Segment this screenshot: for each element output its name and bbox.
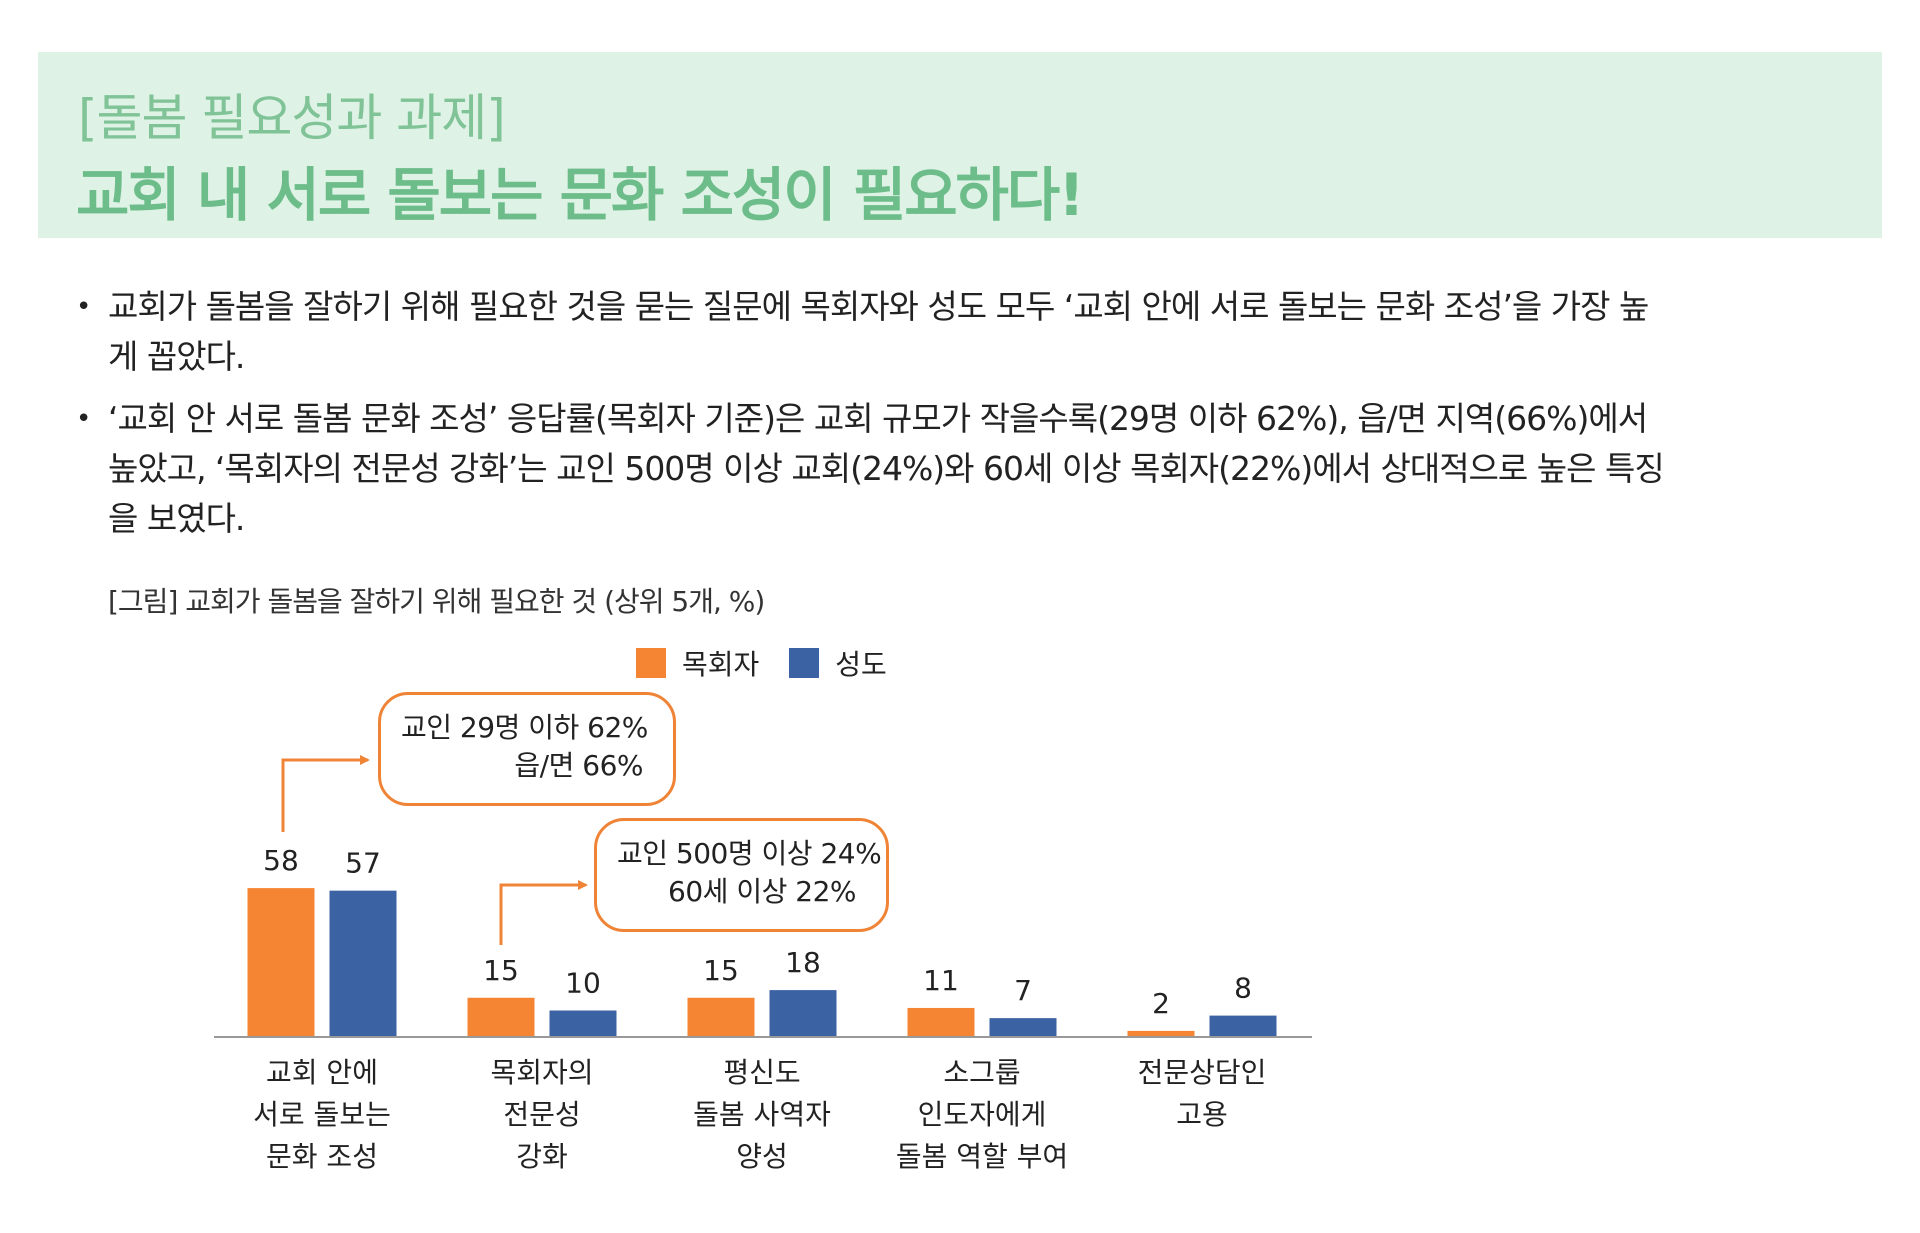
data-label-pastor: 2 (1152, 987, 1170, 1020)
data-label-pastor: 15 (483, 954, 519, 987)
legend-swatch-member (789, 648, 820, 678)
callout-small-church: 교인 29명 이하 62% 읍/면 66% (378, 692, 676, 806)
category-label: 교회 안에 (266, 1056, 378, 1089)
header-banner (38, 52, 1882, 238)
callout-line: 교인 29명 이하 62% (401, 711, 648, 744)
data-label-member: 10 (565, 967, 601, 1000)
legend-item-pastor: 목회자 (636, 643, 759, 683)
bullet-list: • 교회가 돌봄을 잘하기 위해 필요한 것을 묻는 질문에 목회자와 성도 모… (70, 282, 1670, 556)
category-label: 목회자의 (490, 1056, 593, 1089)
data-label-member: 8 (1234, 972, 1252, 1005)
bullet-item: • 교회가 돌봄을 잘하기 위해 필요한 것을 묻는 질문에 목회자와 성도 모… (70, 282, 1670, 382)
legend-swatch-pastor (636, 648, 666, 678)
callout-large-church: 교인 500명 이상 24% 60세 이상 22% (594, 818, 889, 932)
callout-line: 교인 500명 이상 24% (617, 837, 882, 870)
category-label: 양성 (736, 1140, 788, 1173)
legend-label-pastor: 목회자 (682, 648, 760, 681)
bar-pastor (907, 1007, 975, 1036)
category-label: 돌봄 사역자 (693, 1098, 831, 1131)
category-label: 평신도 (723, 1056, 800, 1089)
callout-line: 60세 이상 22% (668, 875, 856, 908)
bullet-dot-icon: • (76, 292, 91, 322)
callout-line: 읍/면 66% (514, 749, 643, 782)
bar-member (769, 990, 837, 1036)
chart-legend: 목회자 성도 (636, 645, 917, 681)
data-label-pastor: 58 (263, 844, 299, 877)
legend-label-member: 성도 (835, 648, 887, 681)
figure-caption: [그림] 교회가 돌봄을 잘하기 위해 필요한 것 (상위 5개, %) (108, 585, 765, 618)
category-label: 강화 (516, 1140, 568, 1173)
data-label-pastor: 15 (703, 954, 739, 987)
data-label-member: 7 (1014, 974, 1032, 1007)
category-label: 전문상담인 (1138, 1056, 1267, 1089)
legend-item-member: 성도 (789, 643, 887, 683)
banner-subtitle: [돌봄 필요성과 과제] (78, 89, 506, 147)
bar-member (989, 1018, 1057, 1036)
data-label-member: 57 (345, 847, 381, 880)
banner-title: 교회 내 서로 돌보는 문화 조성이 필요하다! (76, 161, 1085, 229)
bullet-text: 교회가 돌봄을 잘하기 위해 필요한 것을 묻는 질문에 목회자와 성도 모두 … (108, 287, 1649, 376)
data-label-pastor: 11 (923, 964, 959, 997)
callout-arrow-2 (499, 880, 588, 945)
category-label: 서로 돌보는 (253, 1098, 391, 1131)
bar-member (1209, 1015, 1277, 1036)
bar-member (549, 1010, 617, 1036)
bar-member (329, 890, 397, 1036)
category-label: 소그룹 (943, 1056, 1020, 1089)
category-label: 문화 조성 (266, 1140, 378, 1173)
category-label: 고용 (1176, 1098, 1228, 1131)
callout-arrow-1 (281, 755, 370, 832)
bar-pastor (687, 997, 755, 1036)
bullet-dot-icon: • (76, 404, 91, 434)
category-label: 인도자에게 (918, 1098, 1047, 1131)
bar-pastor (1127, 1030, 1195, 1036)
bullet-item: • ‘교회 안 서로 돌봄 문화 조성’ 응답률(목회자 기준)은 교회 규모가… (70, 394, 1670, 544)
category-label: 돌봄 역할 부여 (896, 1140, 1068, 1173)
bar-pastor (247, 888, 315, 1036)
bar-pastor (467, 997, 535, 1036)
data-label-member: 18 (785, 946, 821, 979)
bullet-text: ‘교회 안 서로 돌봄 문화 조성’ 응답률(목회자 기준)은 교회 규모가 작… (108, 399, 1665, 538)
category-label: 전문성 (503, 1098, 580, 1131)
